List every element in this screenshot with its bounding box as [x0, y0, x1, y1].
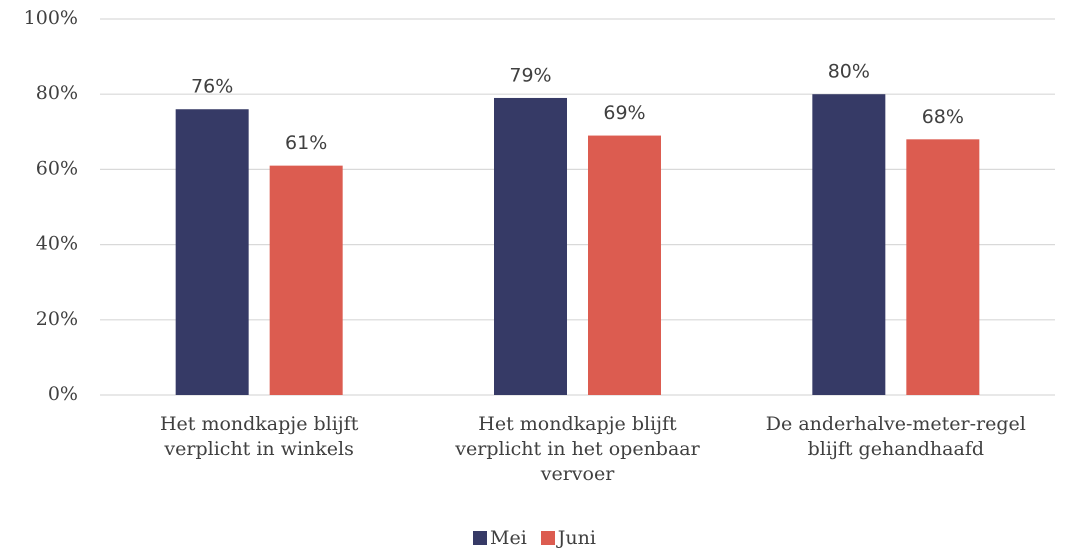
legend-swatch: [540, 531, 555, 545]
bar: [812, 94, 886, 395]
value-label: 69%: [603, 102, 645, 124]
value-label: 61%: [285, 132, 327, 154]
legend-label: Juni: [557, 527, 596, 549]
bar: [588, 135, 661, 395]
bar: [175, 109, 249, 396]
legend-item: Juni: [540, 527, 596, 549]
value-label: 79%: [509, 64, 551, 86]
x-tick-label: Het mondkapje blijft verplicht in winkel…: [159, 413, 359, 460]
value-label: 80%: [828, 61, 870, 83]
bar: [269, 165, 343, 395]
y-tick-label: 40%: [36, 233, 78, 255]
y-tick-label: 100%: [24, 7, 78, 29]
y-tick-label: 0%: [48, 383, 78, 405]
bar: [906, 139, 980, 395]
x-tick-label: Het mondkapje blijft verplicht in het op…: [455, 413, 700, 485]
value-label: 68%: [922, 106, 964, 128]
legend-swatch: [473, 531, 488, 545]
bar: [494, 97, 567, 396]
y-tick-label: 20%: [36, 308, 78, 330]
legend-label: Mei: [490, 527, 527, 549]
y-tick-label: 80%: [36, 82, 78, 104]
value-label: 76%: [191, 76, 233, 98]
legend-item: Mei: [473, 527, 527, 549]
legend: Mei Juni: [0, 527, 1069, 549]
x-tick-label: De anderhalve-meter-regel blijft gehandh…: [765, 413, 1026, 460]
y-tick-label: 60%: [36, 157, 78, 179]
